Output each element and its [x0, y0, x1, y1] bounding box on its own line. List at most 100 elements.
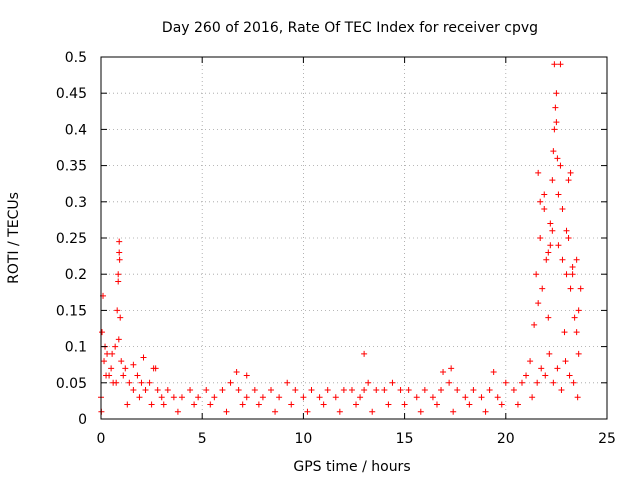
data-point: [574, 394, 581, 401]
data-point: [527, 358, 534, 365]
data-point: [539, 285, 546, 292]
data-point: [541, 191, 548, 198]
data-point: [124, 401, 131, 408]
data-point: [114, 307, 121, 314]
data-point: [498, 401, 505, 408]
data-point: [138, 379, 145, 386]
data-point: [381, 387, 388, 394]
data-point: [219, 387, 226, 394]
data-point: [466, 401, 473, 408]
data-point: [187, 387, 194, 394]
data-point: [365, 379, 372, 386]
data-point: [433, 401, 440, 408]
y-axis-label: ROTI / TECUs: [6, 192, 22, 284]
data-point: [538, 365, 545, 372]
data-point: [109, 350, 116, 357]
axis-ticks: [100, 56, 608, 420]
data-point: [104, 350, 111, 357]
data-point: [191, 401, 198, 408]
data-point: [565, 177, 572, 184]
data-point: [304, 408, 311, 415]
data-point: [316, 394, 323, 401]
data-point: [389, 379, 396, 386]
data-point: [353, 401, 360, 408]
data-point: [535, 169, 542, 176]
data-point: [470, 387, 477, 394]
data-point: [545, 314, 552, 321]
data-point: [566, 372, 573, 379]
data-point: [361, 350, 368, 357]
data-point: [120, 372, 127, 379]
data-point: [361, 387, 368, 394]
data-point: [243, 372, 250, 379]
data-point: [118, 358, 125, 365]
data-point: [551, 61, 558, 68]
data-point: [543, 256, 550, 263]
y-tick-label: 0.05: [56, 376, 87, 392]
data-point: [490, 368, 497, 375]
data-point: [546, 350, 553, 357]
data-point: [537, 235, 544, 241]
data-point: [101, 358, 108, 365]
data-point: [569, 263, 576, 270]
data-point: [559, 206, 566, 213]
data-point: [553, 90, 560, 97]
data-point: [567, 169, 574, 176]
data-point: [551, 126, 558, 133]
data-point: [573, 329, 580, 336]
y-tick-labels: 0 0.05 0.1 0.15 0.2 0.25 0.3 0.35 0.4 0.45 0.5: [56, 50, 87, 428]
data-point: [308, 387, 315, 394]
data-point: [533, 271, 540, 278]
data-point: [557, 61, 564, 68]
y-tick-label: 0.4: [65, 122, 87, 138]
data-point: [369, 408, 376, 415]
data-point: [552, 104, 559, 111]
data-point: [108, 365, 115, 372]
data-point: [233, 368, 240, 375]
data-point: [537, 198, 544, 205]
data-point: [440, 368, 447, 375]
data-point: [223, 408, 230, 415]
data-point: [227, 379, 234, 386]
data-point: [563, 271, 570, 278]
data-point: [148, 401, 155, 408]
chart-title: Day 260 of 2016, Rate Of TEC Index for r…: [162, 20, 538, 36]
data-point: [348, 387, 355, 394]
data-point: [550, 148, 557, 155]
data-point: [554, 155, 561, 162]
data-point: [569, 271, 576, 278]
data-point: [397, 387, 404, 394]
data-point: [140, 354, 147, 361]
data-point: [136, 394, 143, 401]
data-point: [116, 256, 123, 263]
data-point: [549, 227, 556, 234]
grid-layer: [101, 57, 607, 419]
data-point: [99, 329, 106, 336]
y-tick-label: 0.2: [65, 267, 87, 283]
data-point: [259, 394, 266, 401]
data-point: [575, 350, 582, 357]
data-point: [113, 379, 120, 386]
data-point: [577, 285, 584, 292]
data-point: [178, 394, 185, 401]
data-point: [535, 300, 542, 307]
data-point: [541, 206, 548, 213]
data-point: [276, 394, 283, 401]
data-point: [320, 401, 327, 408]
data-point: [126, 379, 133, 386]
data-point: [563, 227, 570, 234]
data-point: [450, 408, 457, 415]
data-point: [195, 394, 202, 401]
data-point: [558, 387, 565, 394]
data-point: [243, 394, 250, 401]
x-tick-label: 0: [97, 431, 106, 447]
data-point: [385, 401, 392, 408]
data-point: [553, 119, 560, 126]
data-point: [531, 321, 538, 328]
data-point: [336, 408, 343, 415]
data-point: [324, 387, 331, 394]
data-point: [482, 408, 489, 415]
data-point: [357, 394, 364, 401]
data-point: [562, 358, 569, 365]
